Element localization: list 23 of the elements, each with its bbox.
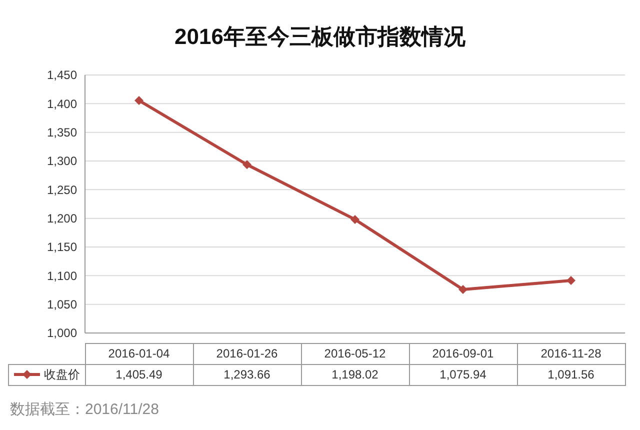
x-tick-label: 2016-01-04	[108, 346, 170, 361]
y-tick-label: 1,050	[46, 298, 78, 312]
data-label: 1,293.66	[224, 368, 271, 382]
x-tick-label: 2016-11-28	[540, 346, 602, 361]
y-tick-label: 1,250	[46, 182, 78, 197]
y-tick-label: 1,200	[46, 212, 78, 226]
legend-label: 收盘价	[44, 368, 80, 382]
x-tick-label: 2016-05-12	[324, 346, 386, 361]
data-label: 1,198.02	[332, 368, 379, 382]
y-tick-label: 1,000	[46, 326, 78, 340]
y-tick-label: 1,100	[46, 268, 78, 283]
y-tick-label: 1,450	[46, 68, 78, 82]
y-tick-label: 1,350	[46, 126, 78, 140]
chart-title: 2016年至今三板做市指数情况	[174, 24, 466, 49]
x-tick-label: 2016-09-01	[432, 346, 494, 361]
y-tick-label: 1,400	[46, 96, 78, 111]
x-tick-label: 2016-01-26	[216, 346, 278, 361]
data-label: 1,405.49	[116, 368, 163, 382]
data-label: 1,075.94	[440, 368, 487, 382]
y-tick-label: 1,300	[46, 154, 78, 168]
y-tick-label: 1,150	[46, 240, 78, 254]
data-label: 1,091.56	[548, 368, 595, 382]
text: 数据截至：2016/11/28	[10, 401, 159, 418]
